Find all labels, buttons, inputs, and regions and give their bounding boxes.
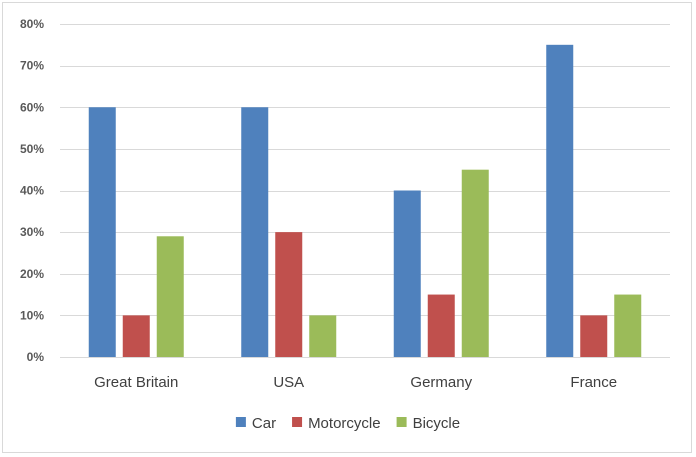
y-axis-tick-labels: 0% 10% 20% 30% 40% 50% 60% 70% 80% bbox=[20, 17, 44, 364]
chart-frame bbox=[2, 2, 692, 453]
x-category-label: Germany bbox=[410, 374, 472, 391]
bars bbox=[88, 44, 642, 357]
bar-bicycle-france bbox=[614, 294, 642, 357]
y-tick-label: 30% bbox=[20, 225, 44, 239]
bar-bicycle-usa bbox=[309, 315, 337, 357]
y-tick-label: 70% bbox=[20, 59, 44, 73]
x-axis: Great Britain USA Germany France bbox=[60, 357, 670, 391]
y-tick-label: 40% bbox=[20, 184, 44, 198]
bar-bicycle-germany bbox=[461, 169, 489, 357]
gridlines bbox=[60, 24, 670, 316]
legend-label-motorcycle: Motorcycle bbox=[308, 415, 381, 432]
bar-motorcycle-great-britain bbox=[122, 315, 150, 357]
bar-motorcycle-usa bbox=[275, 232, 303, 357]
legend-label-car: Car bbox=[252, 415, 276, 432]
bar-car-france bbox=[546, 44, 574, 357]
bar-car-germany bbox=[393, 190, 421, 357]
bar-bicycle-great-britain bbox=[156, 236, 184, 357]
y-tick-label: 50% bbox=[20, 142, 44, 156]
y-tick-label: 60% bbox=[20, 100, 44, 114]
x-category-label: France bbox=[570, 374, 617, 391]
legend-swatch-motorcycle bbox=[292, 417, 303, 427]
y-tick-label: 80% bbox=[20, 17, 44, 31]
x-category-label: Great Britain bbox=[94, 374, 178, 391]
y-tick-label: 20% bbox=[20, 267, 44, 281]
y-tick-label: 10% bbox=[20, 308, 44, 322]
y-tick-label: 0% bbox=[27, 350, 45, 364]
legend-swatch-bicycle bbox=[396, 417, 407, 427]
legend: Car Motorcycle Bicycle bbox=[235, 415, 461, 432]
bar-car-usa bbox=[241, 107, 269, 357]
x-category-label: USA bbox=[273, 374, 304, 391]
legend-swatch-car bbox=[235, 417, 246, 427]
bar-motorcycle-germany bbox=[427, 294, 455, 357]
bar-car-great-britain bbox=[88, 107, 116, 357]
bar-motorcycle-france bbox=[580, 315, 608, 357]
legend-label-bicycle: Bicycle bbox=[413, 415, 461, 432]
